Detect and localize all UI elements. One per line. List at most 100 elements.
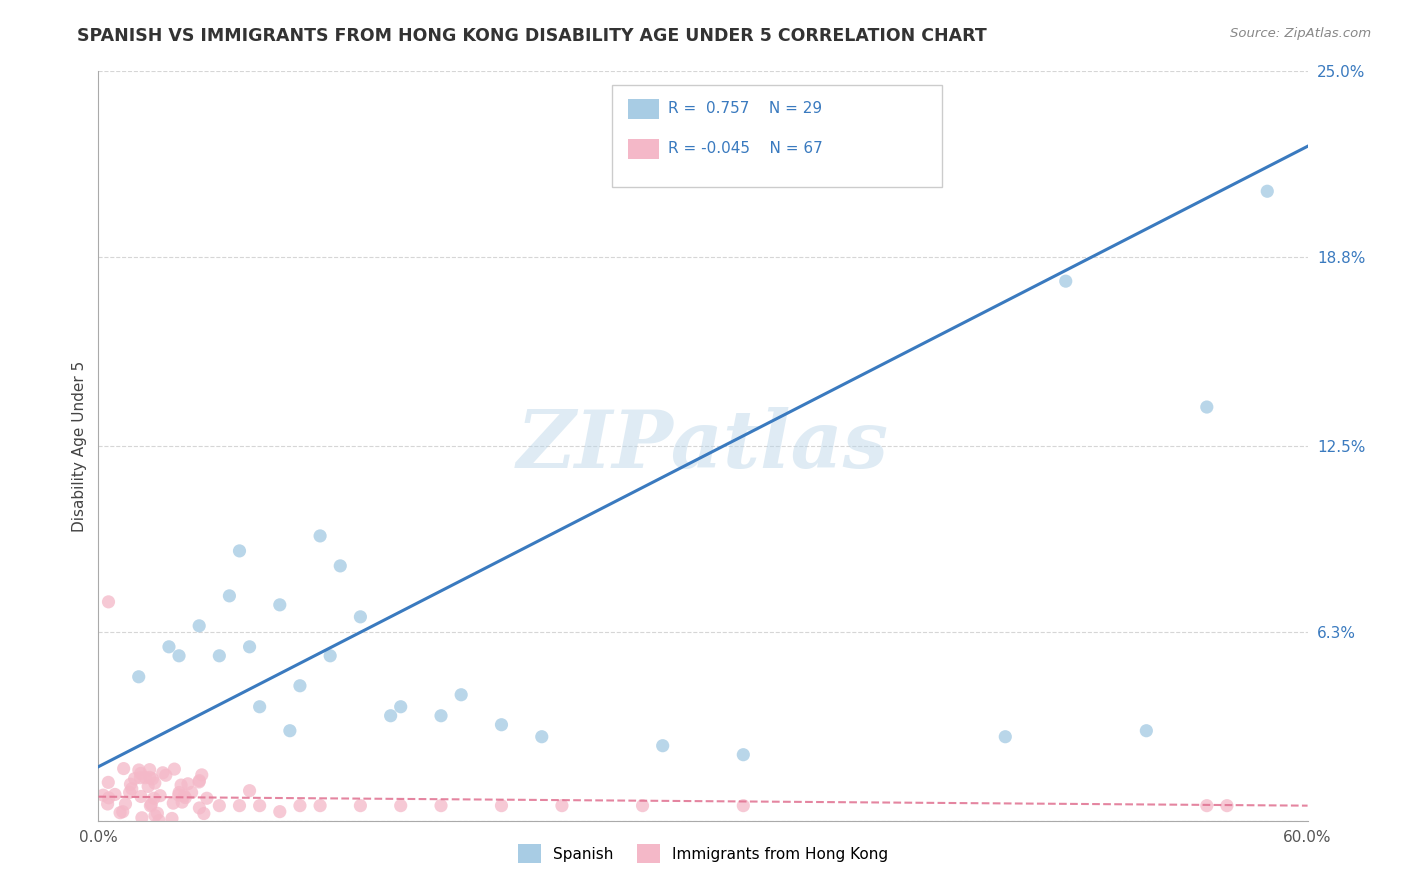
Point xyxy=(195,791,218,805)
Point xyxy=(111,805,134,819)
Point xyxy=(97,595,120,609)
Text: SPANISH VS IMMIGRANTS FROM HONG KONG DISABILITY AGE UNDER 5 CORRELATION CHART: SPANISH VS IMMIGRANTS FROM HONG KONG DIS… xyxy=(77,27,987,45)
Point xyxy=(430,798,453,813)
Point xyxy=(288,798,311,813)
Point xyxy=(131,811,153,825)
Point xyxy=(208,648,231,663)
Point xyxy=(349,798,371,813)
Point xyxy=(129,789,152,804)
Point xyxy=(1054,274,1077,288)
Point xyxy=(491,717,513,731)
Point xyxy=(118,785,141,799)
Point xyxy=(162,796,184,810)
Point xyxy=(157,640,180,654)
Point xyxy=(389,798,412,813)
Text: ZIPatlas: ZIPatlas xyxy=(517,408,889,484)
Point xyxy=(112,762,135,776)
Point xyxy=(172,795,194,809)
Point xyxy=(218,589,240,603)
Point xyxy=(249,699,271,714)
Point xyxy=(1216,798,1239,813)
Point xyxy=(491,798,513,813)
Point xyxy=(188,619,211,633)
Point xyxy=(651,739,673,753)
Point xyxy=(1195,400,1218,414)
Point xyxy=(138,763,160,777)
Point xyxy=(269,805,291,819)
Point xyxy=(141,772,163,786)
Point xyxy=(97,775,120,789)
Point xyxy=(97,790,120,805)
Point xyxy=(193,806,215,821)
Point xyxy=(319,648,342,663)
Point xyxy=(138,771,160,785)
Point xyxy=(180,785,202,799)
Point xyxy=(1135,723,1157,738)
Text: R =  0.757    N = 29: R = 0.757 N = 29 xyxy=(668,102,823,116)
Point xyxy=(173,789,195,803)
Point xyxy=(114,797,136,811)
Point xyxy=(551,798,574,813)
Point xyxy=(174,790,197,805)
Point xyxy=(228,544,250,558)
Point xyxy=(143,808,166,822)
Point xyxy=(139,798,162,813)
Y-axis label: Disability Age Under 5: Disability Age Under 5 xyxy=(72,360,87,532)
Point xyxy=(129,766,152,780)
Point xyxy=(152,765,174,780)
Point xyxy=(149,789,172,803)
Point xyxy=(129,771,152,785)
Point xyxy=(309,529,332,543)
Point xyxy=(1256,184,1278,198)
Point xyxy=(97,797,120,811)
Point xyxy=(143,776,166,790)
Point xyxy=(389,699,412,714)
Point xyxy=(380,708,402,723)
Point xyxy=(91,788,114,802)
Point xyxy=(239,783,262,797)
Point xyxy=(349,610,371,624)
Point xyxy=(108,805,131,820)
Point xyxy=(430,708,453,723)
Point xyxy=(155,768,177,782)
Point xyxy=(733,747,755,762)
Point xyxy=(278,723,301,738)
Point xyxy=(136,780,159,794)
Point xyxy=(188,801,211,815)
Point xyxy=(188,773,211,788)
Point xyxy=(142,791,165,805)
Point xyxy=(450,688,472,702)
Point xyxy=(146,806,169,821)
Point xyxy=(1195,798,1218,813)
Point xyxy=(167,648,190,663)
Point xyxy=(128,670,150,684)
Point xyxy=(239,640,262,654)
Point xyxy=(177,777,200,791)
Point xyxy=(631,798,654,813)
Point xyxy=(249,798,271,813)
Point xyxy=(124,772,146,786)
Point xyxy=(208,798,231,813)
Point xyxy=(309,798,332,813)
Point xyxy=(104,788,127,802)
Point xyxy=(733,798,755,813)
Point xyxy=(288,679,311,693)
Point xyxy=(141,797,163,812)
Point xyxy=(329,558,352,573)
Text: Source: ZipAtlas.com: Source: ZipAtlas.com xyxy=(1230,27,1371,40)
Point xyxy=(530,730,553,744)
Point xyxy=(120,777,142,791)
Point xyxy=(994,730,1017,744)
Text: R = -0.045    N = 67: R = -0.045 N = 67 xyxy=(668,142,823,156)
Point xyxy=(163,762,186,776)
Point xyxy=(167,785,190,799)
Point xyxy=(170,778,193,792)
Point xyxy=(191,768,214,782)
Point xyxy=(134,771,156,785)
Point xyxy=(269,598,291,612)
Point xyxy=(148,814,170,828)
Point xyxy=(188,775,211,789)
Point xyxy=(228,798,250,813)
Point xyxy=(167,788,190,802)
Point xyxy=(128,763,150,777)
